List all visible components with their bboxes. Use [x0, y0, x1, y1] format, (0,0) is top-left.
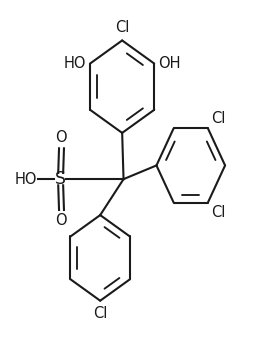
Text: S: S	[55, 170, 66, 188]
Text: HO: HO	[15, 172, 37, 187]
Text: Cl: Cl	[211, 205, 226, 220]
Text: O: O	[55, 213, 67, 228]
Text: OH: OH	[158, 56, 181, 71]
Text: HO: HO	[64, 56, 86, 71]
Text: Cl: Cl	[211, 111, 226, 126]
Text: O: O	[55, 130, 67, 145]
Text: Cl: Cl	[93, 306, 108, 321]
Text: Cl: Cl	[115, 20, 129, 35]
